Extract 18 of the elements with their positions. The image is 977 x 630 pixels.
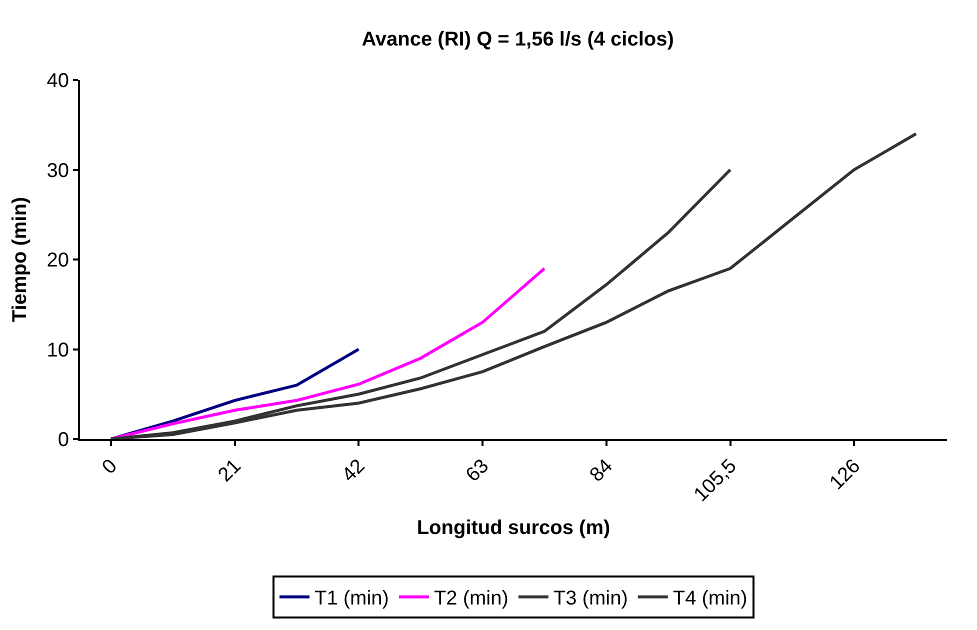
legend-label: T2 (min): [434, 588, 508, 610]
x-tick-label: 63: [462, 455, 494, 486]
y-tick-label: 0: [58, 429, 69, 451]
x-tick-label: 0: [98, 455, 122, 478]
x-axis-title: Longitud surcos (m): [416, 517, 610, 540]
chart-title: Avance (RI) Q = 1,56 l/s (4 ciclos): [362, 28, 674, 50]
legend-label: T1 (min): [314, 588, 389, 610]
y-tick-label: 10: [46, 339, 69, 362]
x-tick-label: 21: [214, 455, 246, 486]
y-tick-label: 20: [46, 250, 69, 272]
y-tick-label: 30: [46, 160, 69, 182]
y-axis-title: Tiempo (min): [8, 196, 31, 322]
x-tick-label: 84: [586, 455, 617, 486]
legend-label: T4 (min): [672, 588, 748, 610]
y-tick-label: 40: [46, 70, 69, 92]
x-tick-label: 126: [826, 455, 865, 494]
legend-label: T3 (min): [553, 588, 628, 610]
x-tick-label: 42: [338, 455, 370, 486]
